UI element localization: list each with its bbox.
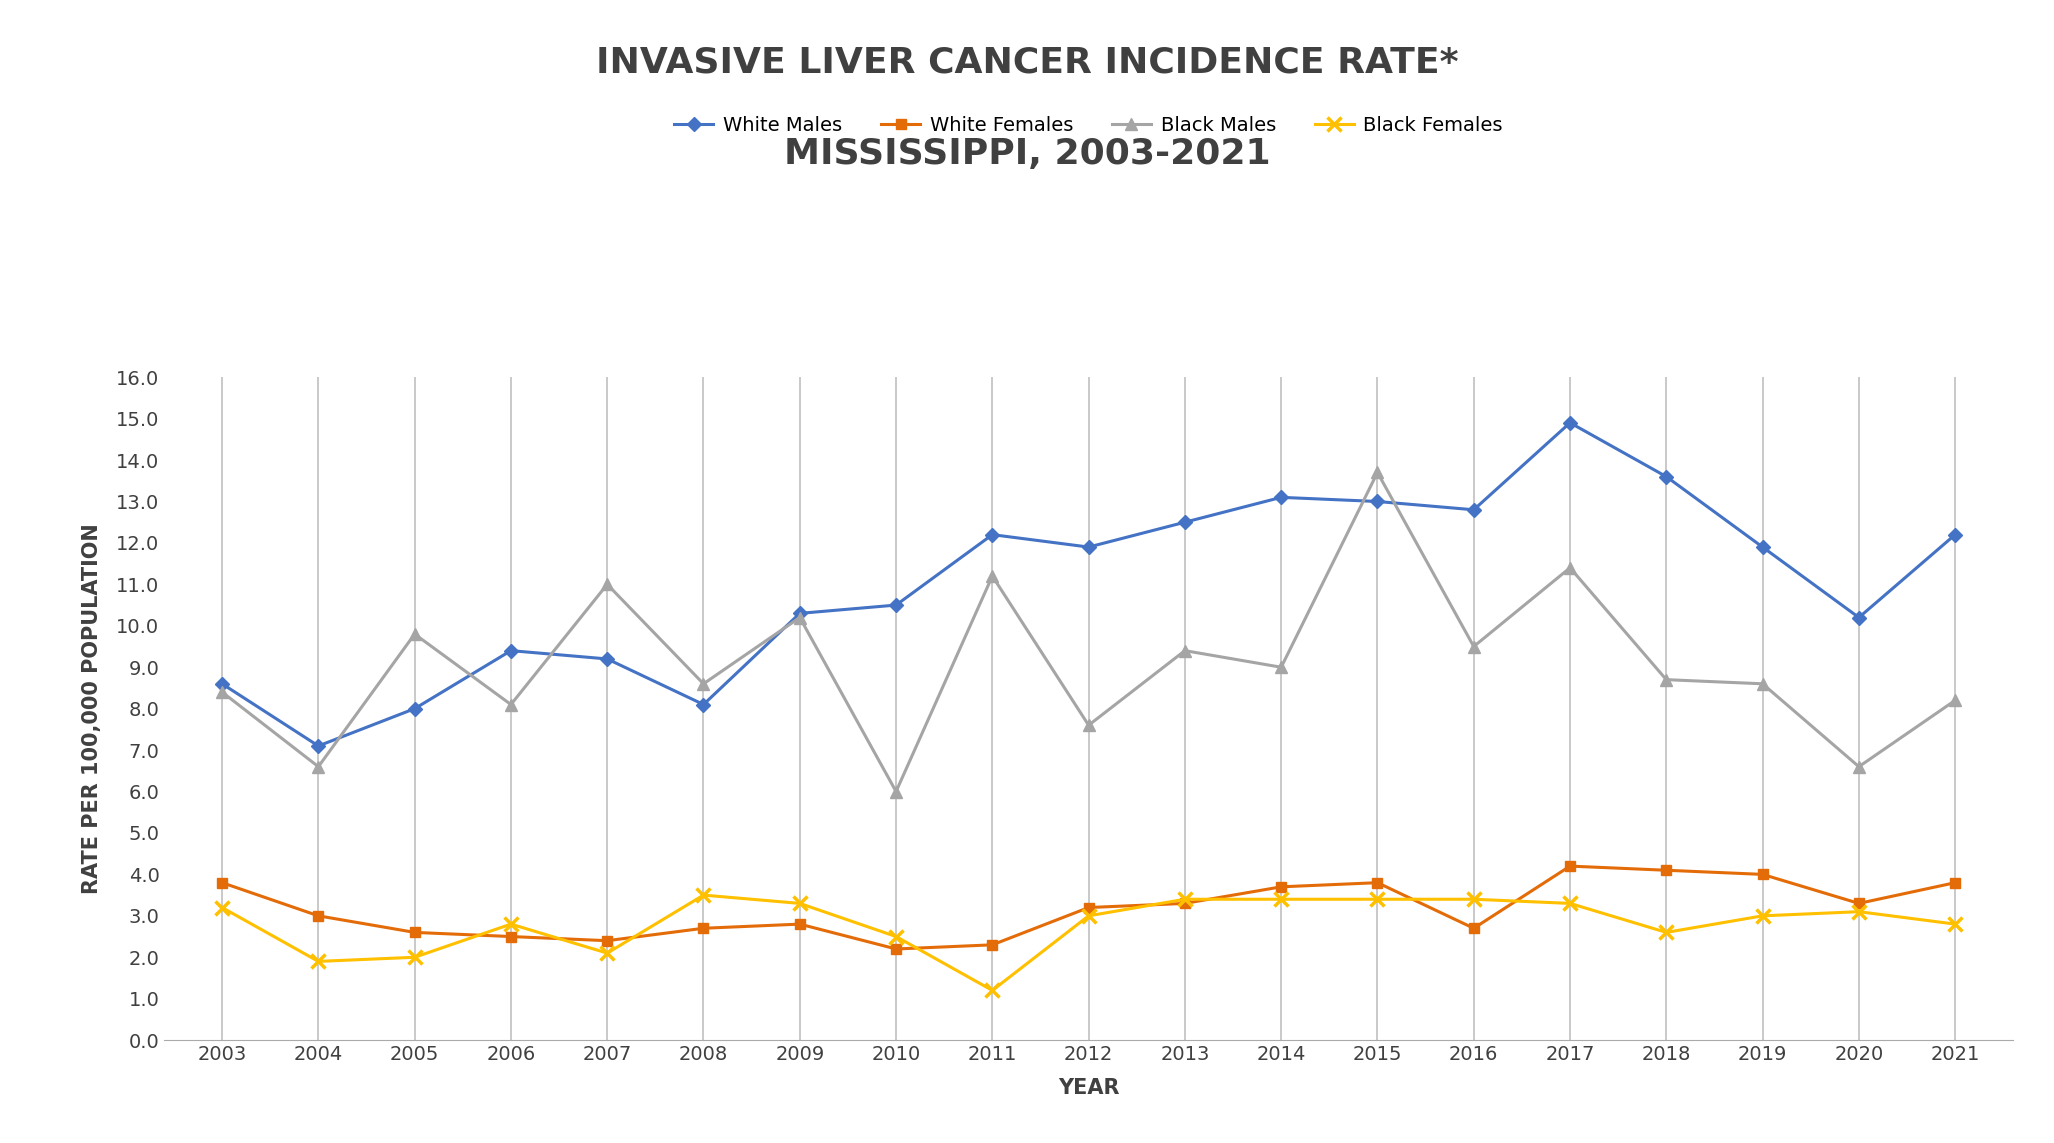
Black Females	[306, 954, 331, 968]
White Females	[596, 934, 620, 948]
Black Females	[883, 929, 908, 943]
White Females	[690, 921, 715, 935]
Black Males	[1173, 644, 1197, 657]
Black Females	[210, 901, 234, 914]
Black Males	[1847, 760, 1871, 774]
Black Males	[1366, 465, 1391, 479]
White Males	[1366, 495, 1391, 509]
Black Males	[1076, 719, 1101, 733]
Black Males	[787, 610, 811, 624]
White Males	[1847, 610, 1871, 624]
White Females	[1366, 876, 1391, 889]
White Females	[499, 929, 524, 943]
White Males	[787, 607, 811, 621]
White Males	[690, 697, 715, 711]
Black Females	[1076, 909, 1101, 922]
Black Males	[1557, 561, 1582, 575]
White Males	[980, 528, 1004, 542]
Black Females	[1460, 893, 1485, 906]
White Females	[1653, 863, 1678, 877]
White Males	[306, 740, 331, 753]
Black Females	[690, 888, 715, 902]
Y-axis label: RATE PER 100,000 POPULATION: RATE PER 100,000 POPULATION	[82, 523, 103, 894]
Black Males	[1943, 694, 1968, 708]
White Females	[403, 926, 427, 940]
X-axis label: YEAR: YEAR	[1058, 1078, 1119, 1098]
White Males	[1076, 541, 1101, 554]
Black Males	[1460, 640, 1485, 654]
Black Females	[1943, 917, 1968, 930]
Black Males	[210, 685, 234, 698]
White Females	[1943, 876, 1968, 889]
White Females	[210, 876, 234, 889]
White Females	[1847, 896, 1871, 910]
White Males	[1943, 528, 1968, 542]
Line: White Males: White Males	[218, 418, 1960, 751]
Black Females	[1847, 905, 1871, 919]
Black Females	[980, 983, 1004, 997]
Black Females	[1269, 893, 1294, 906]
Black Males	[306, 760, 331, 774]
Line: Black Males: Black Males	[216, 466, 1962, 798]
Black Males	[883, 784, 908, 798]
White Males	[1173, 515, 1197, 529]
Black Males	[403, 628, 427, 641]
Black Females	[1173, 893, 1197, 906]
Black Males	[499, 697, 524, 711]
White Males	[883, 598, 908, 612]
Black Males	[1750, 677, 1775, 690]
Black Males	[1653, 673, 1678, 687]
White Males	[596, 652, 620, 665]
Black Females	[596, 946, 620, 960]
White Males	[499, 644, 524, 657]
Black Females	[1366, 893, 1391, 906]
Black Females	[787, 896, 811, 910]
White Males	[403, 702, 427, 716]
White Males	[1557, 416, 1582, 430]
Black Males	[980, 569, 1004, 583]
Black Females	[403, 951, 427, 965]
Black Males	[596, 577, 620, 591]
White Females	[980, 938, 1004, 952]
White Males	[210, 677, 234, 690]
White Females	[306, 909, 331, 922]
White Males	[1653, 470, 1678, 483]
White Males	[1269, 490, 1294, 504]
Black Males	[1269, 661, 1294, 674]
Black Females	[499, 917, 524, 930]
Line: Black Females: Black Females	[216, 888, 1962, 998]
Text: MISSISSIPPI, 2003-2021: MISSISSIPPI, 2003-2021	[785, 137, 1269, 171]
Text: INVASIVE LIVER CANCER INCIDENCE RATE*: INVASIVE LIVER CANCER INCIDENCE RATE*	[596, 46, 1458, 80]
White Males	[1460, 503, 1485, 517]
Legend: White Males, White Females, Black Males, Black Females: White Males, White Females, Black Males,…	[668, 109, 1510, 143]
White Females	[1750, 868, 1775, 881]
White Females	[787, 917, 811, 930]
Black Females	[1750, 909, 1775, 922]
White Females	[1269, 880, 1294, 894]
Black Females	[1653, 926, 1678, 940]
White Females	[1173, 896, 1197, 910]
White Females	[1460, 921, 1485, 935]
Black Males	[690, 677, 715, 690]
White Females	[883, 942, 908, 956]
White Males	[1750, 541, 1775, 554]
Black Females	[1557, 896, 1582, 910]
White Females	[1557, 860, 1582, 873]
Line: White Females: White Females	[218, 861, 1960, 954]
White Females	[1076, 901, 1101, 914]
